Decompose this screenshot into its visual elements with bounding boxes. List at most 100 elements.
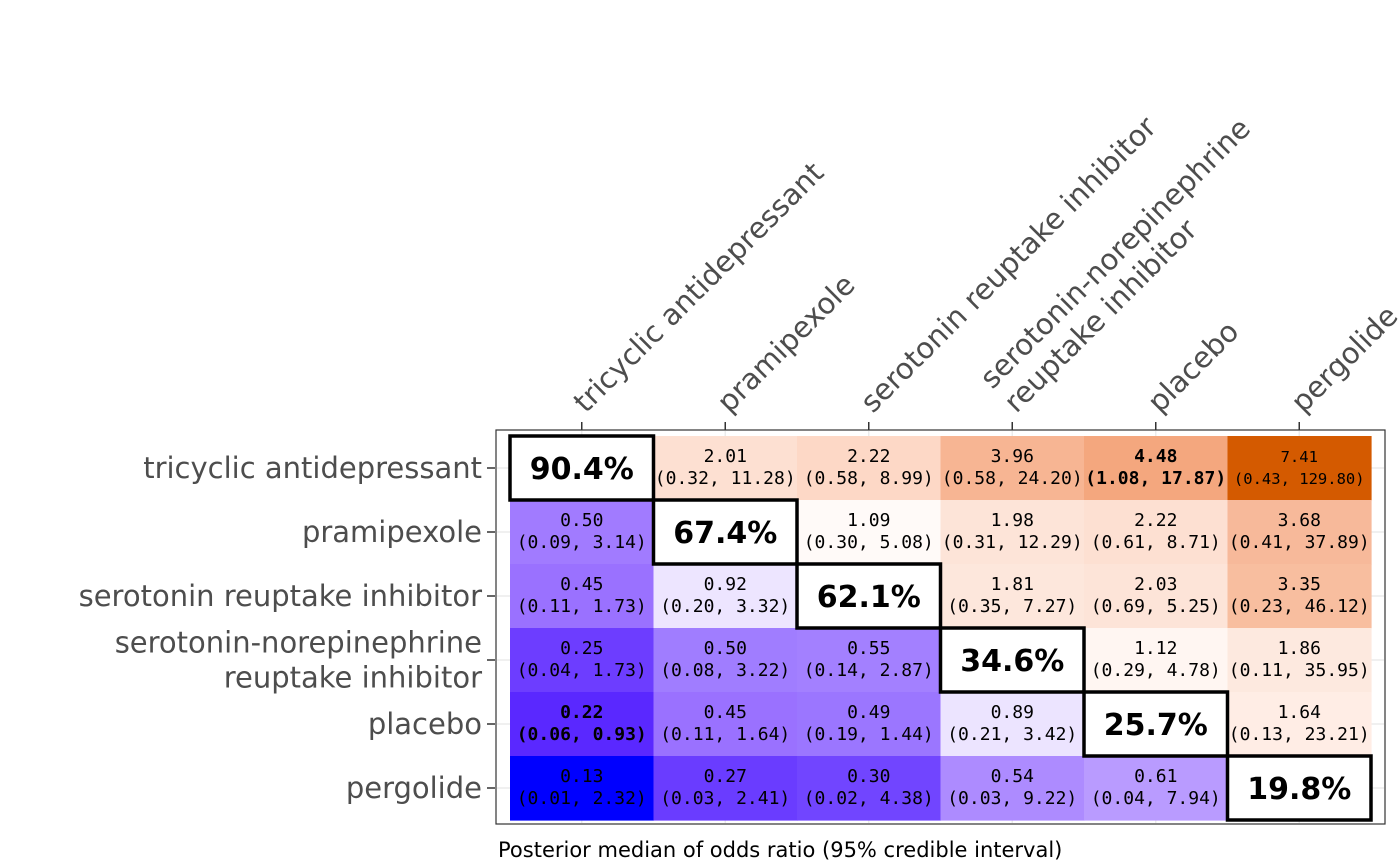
cell-median-label: 0.50: [704, 638, 747, 659]
panel-border: [495, 429, 1386, 825]
cell-median-label: 1.86: [1278, 638, 1321, 659]
cell-interval-label: (0.61, 8.71): [1091, 532, 1221, 553]
cell-median-label: 1.81: [991, 574, 1034, 595]
x-tick-label: pramipexole: [710, 268, 861, 419]
cell-median-label: 1.09: [847, 510, 890, 531]
cell-interval-label: (0.01, 2.32): [517, 788, 647, 809]
cell-interval-label: (0.04, 7.94): [1091, 788, 1221, 809]
cell-interval-label: (0.43, 129.80): [1234, 470, 1365, 488]
cell-interval-label: (0.23, 46.12): [1229, 596, 1370, 617]
cell-median-label: 0.55: [847, 638, 890, 659]
heatmap-cell: [510, 628, 655, 693]
cell-interval-label: (0.19, 1.44): [804, 724, 934, 745]
heatmap-cell: [1227, 564, 1372, 629]
cell-median-label: 0.49: [847, 702, 890, 723]
heatmap-cell: [797, 628, 942, 693]
heatmap-cell: [510, 500, 655, 565]
cell-median-label: 1.12: [1134, 638, 1177, 659]
y-tick-label: serotonin reuptake inhibitor: [79, 579, 482, 613]
cell-median-label: 0.30: [847, 766, 890, 787]
heatmap-cell: [1084, 564, 1229, 629]
chart-caption: Posterior median of odds ratio (95% cred…: [498, 838, 1062, 862]
diagonal-cell: [1082, 690, 1230, 758]
cell-interval-label: (0.11, 35.95): [1229, 660, 1370, 681]
cell-median-label: 2.22: [1134, 510, 1177, 531]
cell-interval-label: (0.02, 4.38): [804, 788, 934, 809]
cell-median-label: 0.27: [704, 766, 747, 787]
cell-interval-label: (0.03, 2.41): [660, 788, 790, 809]
heatmap-cell: [1227, 692, 1372, 757]
cell-interval-label: (0.32, 11.28): [655, 468, 796, 489]
diagonal-probability-label: 90.4%: [530, 452, 634, 487]
heatmap-cell: [797, 436, 942, 501]
cell-median-label: 0.92: [704, 574, 747, 595]
cell-median-label: 0.25: [560, 638, 603, 659]
diagonal-probability-label: 67.4%: [673, 516, 777, 551]
cell-median-label: 0.13: [560, 766, 603, 787]
heatmap-cell: [1084, 628, 1229, 693]
y-tick-label: pramipexole: [302, 515, 482, 549]
cell-interval-label: (0.04, 1.73): [517, 660, 647, 681]
cell-median-label: 0.61: [1134, 766, 1177, 787]
heatmap-cell: [1227, 628, 1372, 693]
diagonal-cell: [508, 434, 656, 502]
heatmap-cell: [653, 628, 798, 693]
cell-interval-label: (0.35, 7.27): [947, 596, 1077, 617]
y-tick-label: serotonin-norepinephrine reuptake inhibit…: [115, 626, 482, 695]
heatmap-cell: [1084, 500, 1229, 565]
heatmap-cell: [653, 564, 798, 629]
heatmap-cell: [797, 500, 942, 565]
cell-median-label: 2.01: [704, 446, 747, 467]
cell-interval-label: (0.31, 12.29): [942, 532, 1083, 553]
cell-median-label: 3.68: [1278, 510, 1321, 531]
diagonal-cells: 90.4% 67.4% 62.1% 34.6% 25.7% 19.8%: [508, 434, 1373, 822]
cell-median-label: 2.22: [847, 446, 890, 467]
diagonal-probability-label: 34.6%: [960, 644, 1064, 679]
diagonal-cell: [795, 562, 943, 630]
heatmap-cell: [940, 436, 1085, 501]
cell-interval-label: (0.13, 23.21): [1229, 724, 1370, 745]
cell-interval-label: (0.11, 1.64): [660, 724, 790, 745]
heatmap-cell: [797, 692, 942, 757]
heatmap-cell: [1227, 500, 1372, 565]
diagonal-cell: [651, 498, 799, 566]
heatmap-cell: [940, 564, 1085, 629]
heatmap-cell: [510, 756, 655, 821]
heatmap-cell: [653, 436, 798, 501]
x-tick-label: pergolide: [1284, 299, 1400, 419]
heatmap-cell: [1084, 436, 1229, 501]
heatmap-cell: [653, 756, 798, 821]
cell-interval-label: (0.06, 0.93): [517, 724, 647, 745]
x-tick-label: tricyclic antidepressant: [567, 155, 831, 419]
cell-interval-label: (0.41, 37.89): [1229, 532, 1370, 553]
cell-median-label: 0.45: [560, 574, 603, 595]
cell-interval-label: (0.69, 5.25): [1091, 596, 1221, 617]
heatmap-cell: [1227, 436, 1372, 501]
cell-median-label: 4.48: [1134, 446, 1177, 467]
heatmap-cell: [1084, 756, 1229, 821]
x-tick-label: placebo: [1141, 314, 1246, 419]
cell-median-label: 3.35: [1278, 574, 1321, 595]
cell-median-label: 1.98: [991, 510, 1034, 531]
heatmap-cells: 2.01(0.32, 11.28)2.22(0.58, 8.99)3.96(0.…: [510, 436, 1372, 821]
heatmap-cell: [940, 500, 1085, 565]
heatmap-cell: [510, 692, 655, 757]
cell-interval-label: (0.14, 2.87): [804, 660, 934, 681]
cell-median-label: 7.41: [1281, 448, 1318, 466]
heatmap-cell: [653, 692, 798, 757]
cell-interval-label: (0.21, 3.42): [947, 724, 1077, 745]
cell-interval-label: (0.58, 24.20): [942, 468, 1083, 489]
y-axis-ticks: tricyclic antidepressant pramipexole serot…: [79, 451, 495, 805]
diagonal-cell: [1225, 754, 1373, 822]
diagonal-probability-label: 19.8%: [1247, 772, 1351, 807]
cell-interval-label: (0.11, 1.73): [517, 596, 647, 617]
cell-interval-label: (0.29, 4.78): [1091, 660, 1221, 681]
cell-interval-label: (1.08, 17.87): [1085, 468, 1226, 489]
y-tick-label: pergolide: [346, 771, 482, 805]
x-axis-ticks: tricyclic antidepressantpramipexoleserot…: [567, 110, 1400, 430]
cell-interval-label: (0.30, 5.08): [804, 532, 934, 553]
cell-median-label: 0.54: [991, 766, 1034, 787]
cell-interval-label: (0.09, 3.14): [517, 532, 647, 553]
cell-interval-label: (0.20, 3.32): [660, 596, 790, 617]
